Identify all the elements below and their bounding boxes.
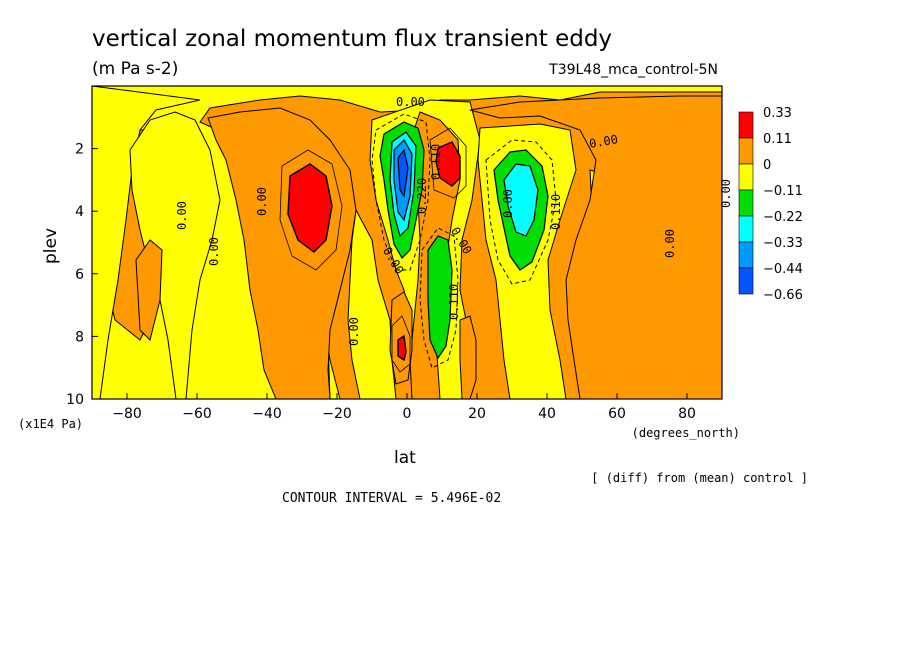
y-tick-label: 2: [75, 142, 84, 158]
colorbar-label: −0.11: [763, 184, 803, 199]
x-axis: −80 −60 −40 −20 0 20 40 60 80: [112, 393, 696, 422]
positive-contours: [279, 127, 467, 373]
red-max-north: [435, 141, 461, 187]
contour-label-group: 0.00 0.00 0.00 0.00 0.00 0.00 0.00 0.00 …: [175, 95, 733, 346]
contour-label: 0.00: [347, 317, 361, 346]
x-tick-label: 20: [468, 406, 486, 422]
diff-note: [ (diff) from (mean) control ]: [591, 471, 808, 485]
colorbar-label: −0.33: [763, 236, 803, 251]
y-tick-label: 4: [75, 204, 84, 220]
contour-label: 0.110: [549, 194, 563, 230]
contour-label: 0.220: [415, 178, 429, 214]
contour-label: 0.00: [255, 187, 269, 216]
red-max-low: [397, 334, 407, 362]
contour-label: 0.00: [719, 179, 733, 208]
y-axis: 2 4 6 8 10: [66, 142, 98, 408]
colorbar-label: −0.22: [763, 210, 803, 225]
y-axis-title: plev: [41, 228, 61, 264]
negative-contours: [371, 113, 557, 369]
contour-label: 0.00: [588, 132, 619, 151]
red-maxima: [287, 141, 461, 362]
contour-label: 0.00: [175, 201, 189, 230]
y-tick-label: 10: [66, 392, 84, 408]
x-tick-label: 0: [403, 406, 412, 422]
y-tick-label: 8: [75, 329, 84, 345]
contour-label: 0.110: [447, 284, 461, 320]
contour-label: 0.00: [501, 189, 515, 218]
colorbar-label: −0.44: [763, 262, 803, 277]
x-tick-label: −20: [322, 406, 352, 422]
negative-lobes: [379, 121, 549, 360]
x-tick-label: −80: [112, 406, 142, 422]
x-axis-units: (degrees_north): [632, 426, 740, 440]
colorbar-swatch: [738, 137, 754, 165]
contour-label: 0.110: [429, 144, 443, 180]
colorbar-label: 0: [763, 158, 771, 173]
y-tick-label: 6: [75, 267, 84, 283]
red-max-south: [287, 163, 333, 253]
chart-title: vertical zonal momentum flux transient e…: [92, 26, 612, 52]
colorbar-label: 0.11: [763, 132, 792, 147]
contour-label: 0.00: [663, 229, 677, 258]
chart-units: (m Pa s-2): [92, 59, 178, 79]
experiment-label: T39L48_mca_control-5N: [548, 62, 718, 78]
colorbar-label: −0.66: [763, 288, 803, 303]
colorbar-swatch: [738, 241, 754, 269]
contour-label: 0.00: [207, 237, 221, 266]
contour-interval: CONTOUR INTERVAL = 5.496E-02: [282, 491, 501, 506]
colorbar-swatch: [738, 163, 754, 191]
colorbar-label: 0.33: [763, 106, 792, 121]
colorbar-swatch: [738, 267, 754, 295]
x-tick-label: 80: [678, 406, 696, 422]
y-axis-units: (x1E4 Pa): [18, 417, 83, 431]
colorbar: 0.33 0.11 0 −0.11 −0.22 −0.33 −0.44 −0.66: [738, 106, 803, 303]
x-tick-label: 60: [608, 406, 626, 422]
colorbar-swatch: [738, 111, 754, 139]
contour-label: 0.00: [396, 95, 425, 109]
x-tick-label: −40: [252, 406, 282, 422]
x-axis-title: lat: [394, 448, 416, 468]
plot-area: [92, 86, 722, 399]
x-tick-label: −60: [182, 406, 212, 422]
x-tick-label: 40: [538, 406, 556, 422]
colorbar-swatch: [738, 215, 754, 243]
colorbar-swatch: [738, 189, 754, 217]
